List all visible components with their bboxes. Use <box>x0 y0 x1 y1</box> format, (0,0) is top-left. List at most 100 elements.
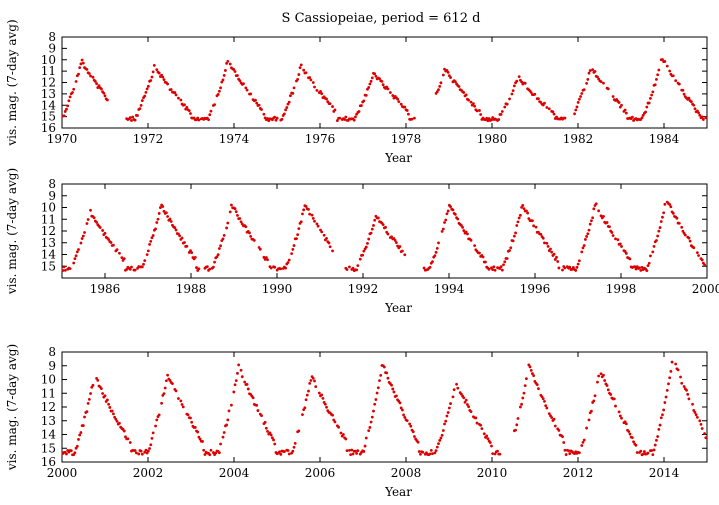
data-point <box>166 215 170 218</box>
data-point <box>618 414 622 418</box>
data-point <box>266 258 269 262</box>
data-point <box>252 238 256 242</box>
data-point <box>651 90 655 94</box>
data-point <box>467 98 471 102</box>
data-point <box>475 109 479 113</box>
data-point <box>169 88 173 91</box>
data-point <box>165 379 168 383</box>
data-point <box>518 405 522 409</box>
data-point <box>317 391 321 395</box>
data-point <box>139 449 143 453</box>
data-point <box>493 268 497 272</box>
data-point <box>264 256 268 259</box>
data-point <box>251 396 255 400</box>
data-point <box>440 433 444 437</box>
data-point <box>273 265 277 269</box>
data-point <box>74 254 78 258</box>
data-point <box>602 373 605 377</box>
data-point <box>107 238 111 241</box>
y-tick-label: 11 <box>41 64 56 78</box>
data-point <box>222 74 226 77</box>
data-point <box>133 449 137 452</box>
data-point <box>449 205 452 209</box>
data-point <box>144 91 148 94</box>
data-point <box>605 384 609 387</box>
data-point <box>101 392 104 395</box>
data-point <box>311 376 315 380</box>
data-point <box>221 237 225 241</box>
data-point <box>550 416 554 419</box>
data-point <box>552 417 556 421</box>
data-point <box>309 379 313 382</box>
data-point <box>591 68 595 72</box>
data-point <box>313 85 316 89</box>
data-point <box>196 430 200 434</box>
data-point <box>606 388 610 392</box>
data-point <box>400 408 404 412</box>
data-point <box>511 239 515 243</box>
data-point <box>77 438 80 441</box>
data-point <box>211 451 215 454</box>
data-point <box>634 267 638 271</box>
data-point <box>563 448 567 452</box>
data-point <box>209 109 213 113</box>
data-point <box>590 409 593 413</box>
data-point <box>638 266 641 270</box>
data-point <box>215 255 219 259</box>
x-axis-label: Year <box>384 151 412 165</box>
x-tick-label: 1986 <box>90 282 121 296</box>
data-point <box>474 416 478 420</box>
data-point <box>361 253 365 257</box>
data-point <box>518 213 522 217</box>
data-point <box>556 260 560 263</box>
data-point <box>553 258 557 261</box>
data-point <box>593 394 597 398</box>
data-point <box>682 92 686 96</box>
data-point <box>297 429 301 433</box>
data-point <box>433 254 437 258</box>
data-point <box>155 418 159 422</box>
data-point <box>493 452 497 456</box>
data-point <box>79 241 83 245</box>
data-point <box>355 268 359 272</box>
data-point <box>293 441 297 445</box>
data-point <box>174 93 178 97</box>
x-tick-label: 2008 <box>391 466 422 480</box>
data-point <box>473 104 477 108</box>
data-point <box>154 227 157 231</box>
data-point <box>403 416 407 419</box>
data-point <box>433 451 437 455</box>
data-point <box>137 452 141 456</box>
data-point <box>65 452 68 456</box>
data-point <box>397 100 401 104</box>
data-point <box>651 250 655 254</box>
data-point <box>174 228 178 232</box>
data-point <box>446 209 450 213</box>
plot-frame <box>61 351 708 463</box>
data-point <box>674 79 678 83</box>
x-tick-label: 1996 <box>520 282 551 296</box>
data-point <box>445 212 449 216</box>
data-point <box>258 247 262 251</box>
data-point <box>575 105 579 109</box>
data-point <box>83 231 86 234</box>
data-point <box>687 96 691 100</box>
data-point <box>143 259 147 263</box>
data-point <box>260 108 263 111</box>
data-point <box>695 415 699 419</box>
data-point <box>653 443 657 447</box>
data-point <box>157 212 161 215</box>
data-point <box>221 78 225 82</box>
data-point <box>364 245 368 249</box>
data-point <box>354 115 357 119</box>
data-point <box>370 227 374 231</box>
data-point <box>193 425 197 429</box>
data-point <box>382 365 386 369</box>
data-point <box>537 387 540 391</box>
data-point <box>475 421 479 425</box>
data-point <box>443 221 446 224</box>
data-point <box>655 239 658 242</box>
y-tick-label: 14 <box>41 428 57 442</box>
data-point <box>374 74 378 78</box>
data-point <box>69 449 73 453</box>
